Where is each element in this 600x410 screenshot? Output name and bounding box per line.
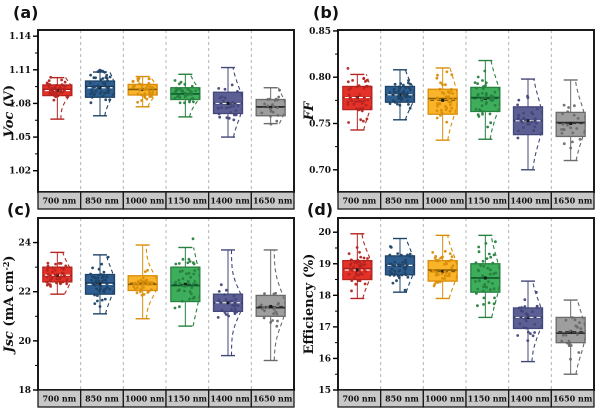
svg-text:1650 nm: 1650 nm [253,394,293,404]
svg-text:1150 nm: 1150 nm [468,196,508,206]
svg-text:Voc (V): Voc (V) [2,85,17,137]
ff-boxplot-panel: 0.70 0.75 0.80 0.85 700 nm 850 nm 1000 nm 1150 … [302,27,595,210]
svg-text:1650 nm: 1650 nm [553,196,593,206]
svg-text:15: 15 [318,386,331,396]
svg-text:700 nm: 700 nm [342,196,376,206]
svg-text:1400 nm: 1400 nm [510,394,550,404]
svg-text:22: 22 [18,288,31,298]
svg-text:18: 18 [18,386,31,396]
svg-text:FF: FF [302,101,317,121]
svg-text:1.05: 1.05 [9,133,31,143]
svg-text:700 nm: 700 nm [42,196,76,206]
svg-text:1000 nm: 1000 nm [425,196,465,206]
svg-text:0.75: 0.75 [309,119,331,129]
svg-text:24: 24 [18,239,31,249]
svg-text:18: 18 [318,291,331,301]
svg-text:0.80: 0.80 [309,73,331,83]
svg-text:17: 17 [318,323,331,333]
panel-label-a: (a) [13,3,39,22]
svg-text:19: 19 [318,260,331,270]
svg-text:1.02: 1.02 [9,167,31,177]
svg-text:1650 nm: 1650 nm [253,196,293,206]
svg-text:850 nm: 850 nm [385,196,419,206]
panel-label-b: (b) [313,3,340,22]
svg-text:1.14: 1.14 [9,32,31,42]
svg-text:0.85: 0.85 [309,27,331,37]
svg-text:700 nm: 700 nm [342,394,376,404]
svg-text:1000 nm: 1000 nm [425,394,465,404]
svg-text:20: 20 [318,228,331,238]
svg-text:700 nm: 700 nm [42,394,76,404]
panel-label-d: (d) [307,200,334,219]
svg-text:16: 16 [318,354,331,364]
svg-text:850 nm: 850 nm [85,394,119,404]
svg-text:1.11: 1.11 [9,66,31,76]
jsc-boxplot-panel: 18 20 22 24 700 nm 850 nm 1000 nm 1150 nm 1400 n… [1,217,295,408]
svg-text:1400 nm: 1400 nm [210,196,250,206]
svg-text:1000 nm: 1000 nm [125,196,165,206]
svg-text:1650 nm: 1650 nm [553,394,593,404]
svg-text:Efficiency (%): Efficiency (%) [302,254,317,355]
svg-text:850 nm: 850 nm [385,394,419,404]
svg-text:1000 nm: 1000 nm [125,394,165,404]
svg-text:850 nm: 850 nm [85,196,119,206]
svg-text:1400 nm: 1400 nm [510,196,550,206]
svg-text:0.70: 0.70 [309,166,331,176]
svg-text:1150 nm: 1150 nm [468,394,508,404]
svg-text:1400 nm: 1400 nm [210,394,250,404]
efficiency-boxplot-panel: 15 16 17 18 19 20 700 nm 850 nm 1000 nm 1150 nm 14… [302,217,595,408]
svg-text:1150 nm: 1150 nm [168,394,208,404]
svg-text:1150 nm: 1150 nm [168,196,208,206]
panel-label-c: (c) [7,200,32,219]
svg-text:1.08: 1.08 [9,99,31,109]
svg-text:Jsc (mA cm-2): Jsc (mA cm-2) [1,255,17,355]
svg-text:20: 20 [18,337,31,347]
